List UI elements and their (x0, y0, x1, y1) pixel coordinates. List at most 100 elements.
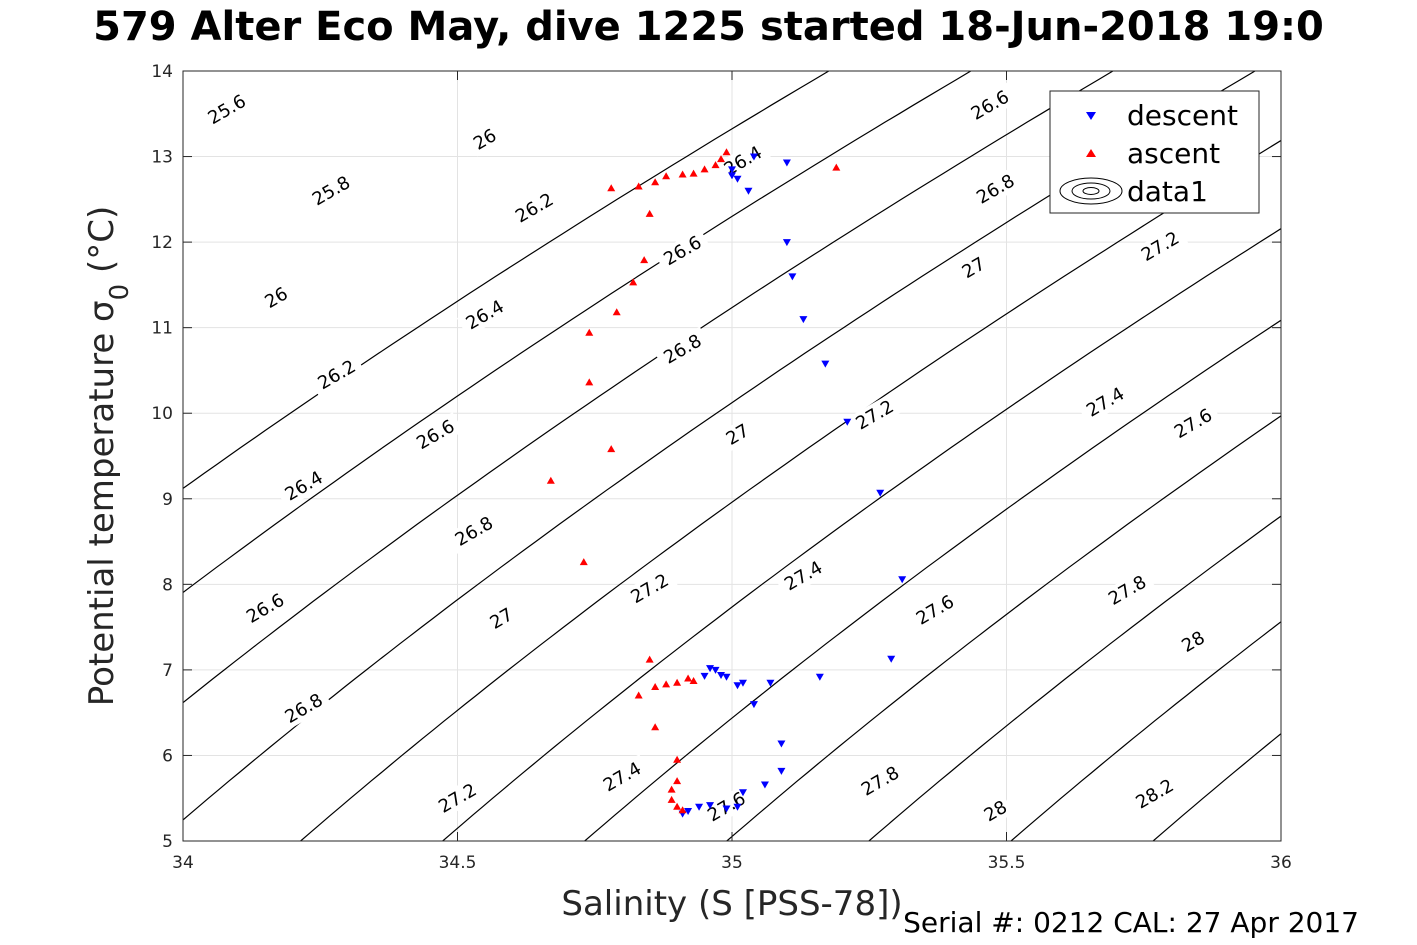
ascent-point (607, 445, 616, 453)
contour-label-bg (907, 587, 964, 633)
y-tick-label: 9 (162, 490, 173, 510)
ascent-point (546, 476, 555, 484)
isopycnal-26.8 (583, 319, 1281, 841)
descent-point (717, 672, 726, 680)
y-axis-ticks: 5 6 7 8 9 10 11 12 13 14 (151, 62, 1281, 852)
isopycnal-26 (183, 71, 1115, 704)
contour-label-bg (456, 292, 513, 338)
ascent-point (662, 680, 671, 688)
ascent-point (645, 655, 654, 663)
ascent-point (667, 785, 676, 793)
contour-label-bg (445, 508, 503, 554)
contour-label-bg (1174, 624, 1212, 659)
ascent-point (585, 378, 594, 386)
descent-point (744, 187, 753, 195)
descent-point (760, 781, 769, 789)
contour-label-bg (1099, 567, 1156, 613)
descent-point (722, 805, 731, 813)
descent-point (733, 803, 742, 811)
descent-point (733, 682, 742, 690)
descent-point (887, 655, 896, 663)
isopycnal-25.6 (183, 71, 830, 490)
descent-point (821, 360, 830, 368)
descent-point (684, 808, 693, 816)
descent-point (695, 803, 704, 811)
descent-point (706, 802, 715, 810)
x-tick-label: 34.5 (439, 853, 477, 873)
contour-label-bg (1077, 379, 1134, 425)
isopycnal-27 (725, 415, 1281, 841)
contour-label-bg (714, 138, 772, 184)
y-tick-label: 6 (162, 746, 173, 766)
legend-descent-marker (1086, 112, 1096, 120)
y-tick-label: 14 (151, 62, 173, 82)
contour-label-bg (654, 326, 711, 372)
contour-label-bg (303, 168, 360, 214)
contour-label-bg (257, 280, 295, 315)
x-axis-ticks: 34 34.5 35 35.5 36 (172, 71, 1292, 873)
ascent-point (640, 256, 649, 264)
x-tick-label: 36 (1270, 853, 1292, 873)
contour-labels: 25.625.82626.226.426.626.82626.226.426.6… (198, 82, 1222, 830)
ascent-point (717, 155, 726, 163)
y-tick-label: 10 (151, 404, 173, 424)
descent-point (733, 175, 742, 183)
ascent-point (612, 308, 621, 316)
y-tick-label: 7 (162, 661, 173, 681)
ascent-point (689, 677, 698, 685)
descent-point (749, 701, 758, 709)
ascent-point (684, 674, 693, 682)
ascent-point (722, 148, 731, 156)
contour-label-bg (275, 685, 332, 731)
legend-contour-icon (1059, 177, 1123, 205)
contour-label-bg (198, 86, 255, 133)
contour-label-bg (852, 758, 909, 804)
descent-point (876, 489, 885, 497)
descent-point (898, 576, 907, 584)
y-tick-label: 5 (162, 832, 173, 852)
descent-point (782, 159, 791, 167)
legend-ascent-marker (1086, 149, 1096, 157)
contour-label-bg (621, 566, 678, 612)
legend-descent-label: descent (1127, 99, 1238, 132)
ascent-point (651, 683, 660, 690)
x-tick-label: 34 (172, 853, 194, 873)
descent-point (722, 673, 731, 681)
y-tick-label: 13 (151, 148, 173, 168)
ascent-point (651, 178, 660, 186)
legend-data1-label: data1 (1127, 175, 1208, 208)
contour-label-bg (654, 228, 711, 274)
ascent-point (585, 328, 594, 336)
ascent-point (689, 169, 698, 177)
descent-point (738, 789, 747, 797)
contour-label-bg (308, 352, 365, 398)
contour-label-bg (1126, 771, 1183, 817)
serial-cal-note: Serial #: 0212 CAL: 27 Apr 2017 (903, 906, 1359, 939)
y-tick-label: 11 (151, 319, 173, 339)
contour-label-bg (275, 463, 332, 509)
ascent-point (832, 163, 841, 171)
isopycnal-25.8 (183, 71, 972, 594)
ascent-point (673, 802, 682, 810)
contour-label-bg (719, 417, 756, 452)
ascent-point (645, 209, 654, 217)
contour-label-bg (482, 601, 520, 636)
x-tick-label: 35.5 (988, 853, 1026, 873)
contour-label-bg (1132, 223, 1189, 269)
ascent-point (667, 795, 676, 803)
contour-label-bg (961, 82, 1019, 128)
contour-label-bg (977, 794, 1014, 829)
ascent-point (607, 184, 616, 192)
data-points (546, 148, 907, 818)
descent-point (782, 239, 791, 247)
x-axis-label: Salinity (S [PSS-78]) (561, 884, 902, 924)
contour-label-bg (466, 122, 504, 157)
chart-title: 579 Alter Eco May, dive 1225 started 18-… (93, 4, 1324, 50)
contour-label-bg (594, 754, 651, 800)
ascent-point (579, 558, 588, 566)
ascent-point (634, 182, 643, 190)
descent-point (815, 673, 824, 681)
contour-label-bg (775, 553, 832, 599)
descent-point (799, 316, 808, 324)
